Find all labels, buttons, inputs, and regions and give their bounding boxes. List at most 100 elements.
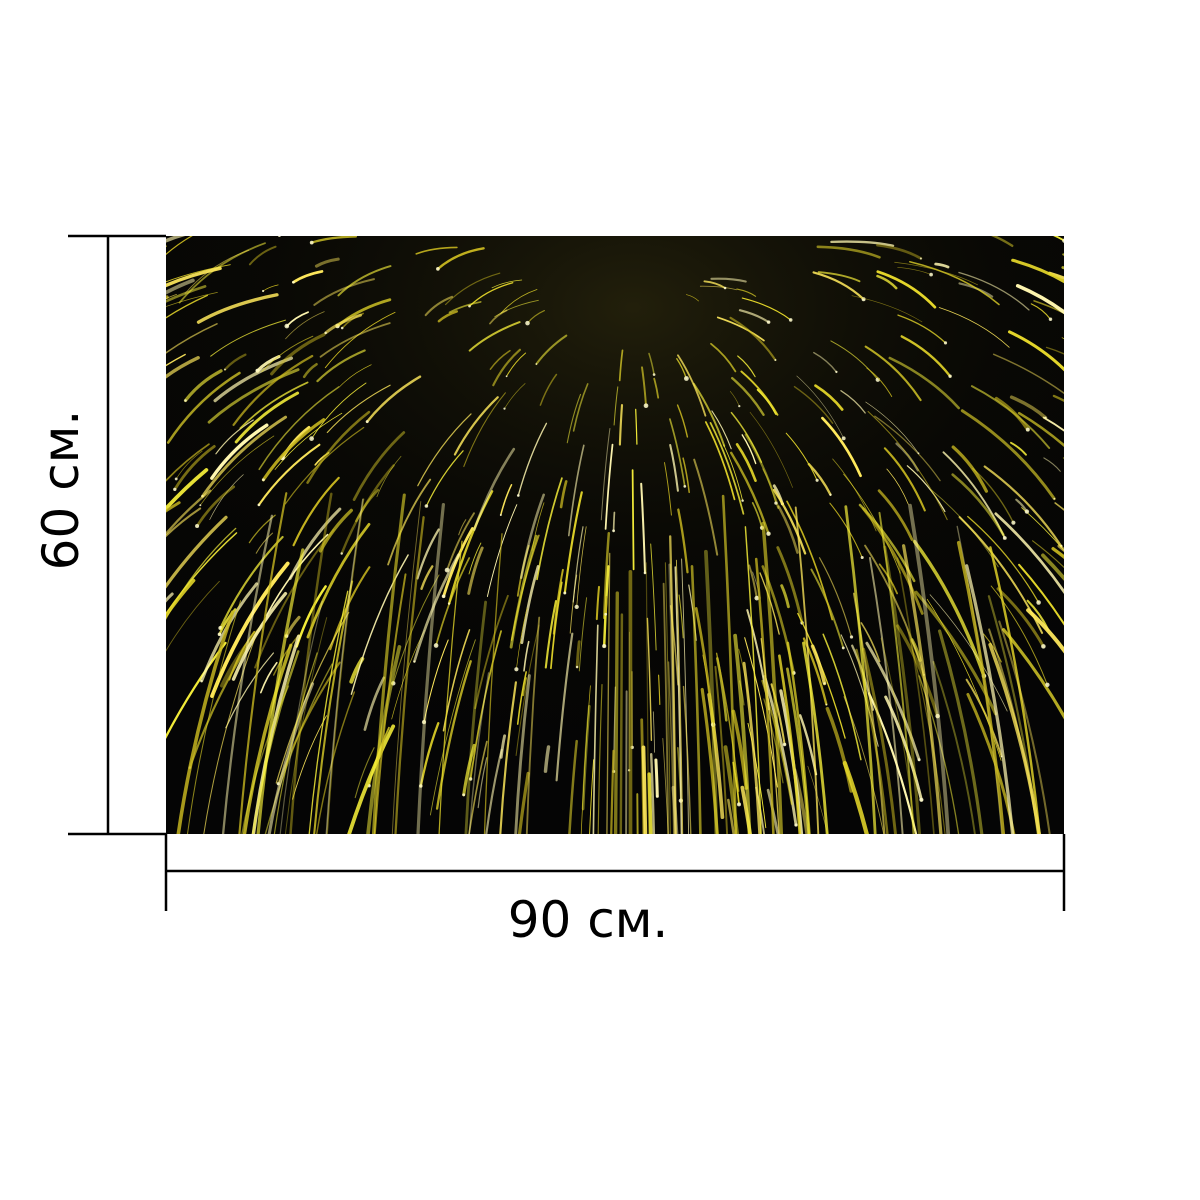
spark-streak <box>990 236 1014 248</box>
falling-trail <box>499 681 517 834</box>
spark-streak <box>1011 131 1051 147</box>
falling-trail <box>667 661 675 834</box>
spark-streak <box>711 410 732 450</box>
spark-head <box>83 274 86 277</box>
falling-trail <box>786 667 811 834</box>
spark-streak <box>888 356 960 410</box>
spark-head <box>738 404 741 408</box>
spark-streak <box>506 352 527 377</box>
spark-streak <box>66 115 138 143</box>
spark-streak <box>337 215 389 233</box>
falling-trail <box>186 600 242 834</box>
spark-streak <box>255 532 274 554</box>
spark-streak <box>473 447 516 531</box>
spark-streak <box>207 368 300 424</box>
falling-trail <box>896 557 935 834</box>
spark-streak <box>958 271 1030 311</box>
spark-streak <box>491 279 523 289</box>
spark-streak <box>123 148 210 159</box>
spark-streak <box>485 748 503 834</box>
spark-head <box>917 452 920 455</box>
spark-streak <box>729 316 777 362</box>
spark-streak <box>515 624 540 756</box>
spark-head <box>202 193 206 197</box>
spark-streak <box>709 422 745 515</box>
spark-streak <box>1009 395 1048 420</box>
spark-streak <box>500 289 538 314</box>
spark-streak <box>347 724 396 834</box>
spark-streak <box>423 639 449 723</box>
spark-streak <box>1138 351 1200 467</box>
spark-streak <box>700 687 719 834</box>
spark-streak <box>1087 190 1200 246</box>
spark-head <box>292 280 295 284</box>
spark-head <box>69 211 73 215</box>
spark-head <box>1193 259 1195 261</box>
spark-streak <box>1018 563 1064 626</box>
spark-streak <box>864 544 925 676</box>
falling-trail <box>704 549 719 834</box>
width-label: 90 см. <box>508 891 669 949</box>
spark-head <box>145 687 147 689</box>
spark-streak <box>262 284 279 292</box>
spark-streak <box>448 301 482 314</box>
spark-streak <box>326 384 391 434</box>
spark-streak <box>234 391 300 444</box>
spark-streak <box>762 468 777 504</box>
spark-streak <box>166 285 207 303</box>
spark-streak <box>1015 284 1064 315</box>
falling-trail <box>742 661 762 834</box>
spark-streak <box>744 433 780 509</box>
spark-streak <box>232 354 314 427</box>
spark-streak <box>915 190 1001 223</box>
spark-streak <box>261 418 326 482</box>
spark-head <box>652 373 656 376</box>
spark-head <box>161 625 163 627</box>
spark-streak <box>796 375 845 439</box>
falling-trail <box>855 648 889 834</box>
spark-streak <box>575 640 581 669</box>
spark-streak <box>1043 457 1061 472</box>
spark-streak <box>1051 547 1064 560</box>
falling-trail <box>690 564 702 834</box>
spark-streak <box>166 236 193 256</box>
spark-head <box>1048 317 1053 322</box>
spark-streak <box>1137 196 1200 220</box>
spark-streak <box>814 384 844 411</box>
spark-streak <box>830 240 895 247</box>
falling-trail <box>238 492 288 834</box>
spark-streak <box>813 351 838 373</box>
spark-head <box>917 758 921 762</box>
spark-head <box>1108 493 1111 496</box>
spark-streak <box>288 507 342 580</box>
spark-head <box>123 325 126 328</box>
spark-streak <box>641 366 647 407</box>
spark-head <box>683 485 687 488</box>
spark-streak <box>1053 236 1064 242</box>
spark-head <box>127 305 130 308</box>
falling-trail <box>744 526 762 834</box>
falling-trail <box>880 637 917 834</box>
spark-head <box>943 341 948 345</box>
spark-head <box>257 503 261 507</box>
spark-streak <box>735 443 757 483</box>
width-dimension: 90 см. <box>164 834 1066 949</box>
spark-head <box>168 202 170 204</box>
spark-streak <box>166 266 222 288</box>
falling-trail <box>394 516 425 834</box>
spark-streak <box>900 335 952 378</box>
spark-head <box>324 331 327 335</box>
spark-streak <box>886 468 909 505</box>
spark-streak <box>365 375 422 423</box>
spark-streak <box>738 309 770 324</box>
spark-streak <box>435 660 472 810</box>
falling-trail <box>778 654 802 834</box>
spark-streak <box>543 745 551 773</box>
spark-streak <box>897 266 932 275</box>
spark-streak <box>678 594 684 639</box>
spark-streak <box>270 333 326 376</box>
spark-streak <box>175 450 203 480</box>
spark-streak <box>1138 439 1180 481</box>
spark-streak <box>960 409 1056 501</box>
spark-streak <box>517 771 530 834</box>
